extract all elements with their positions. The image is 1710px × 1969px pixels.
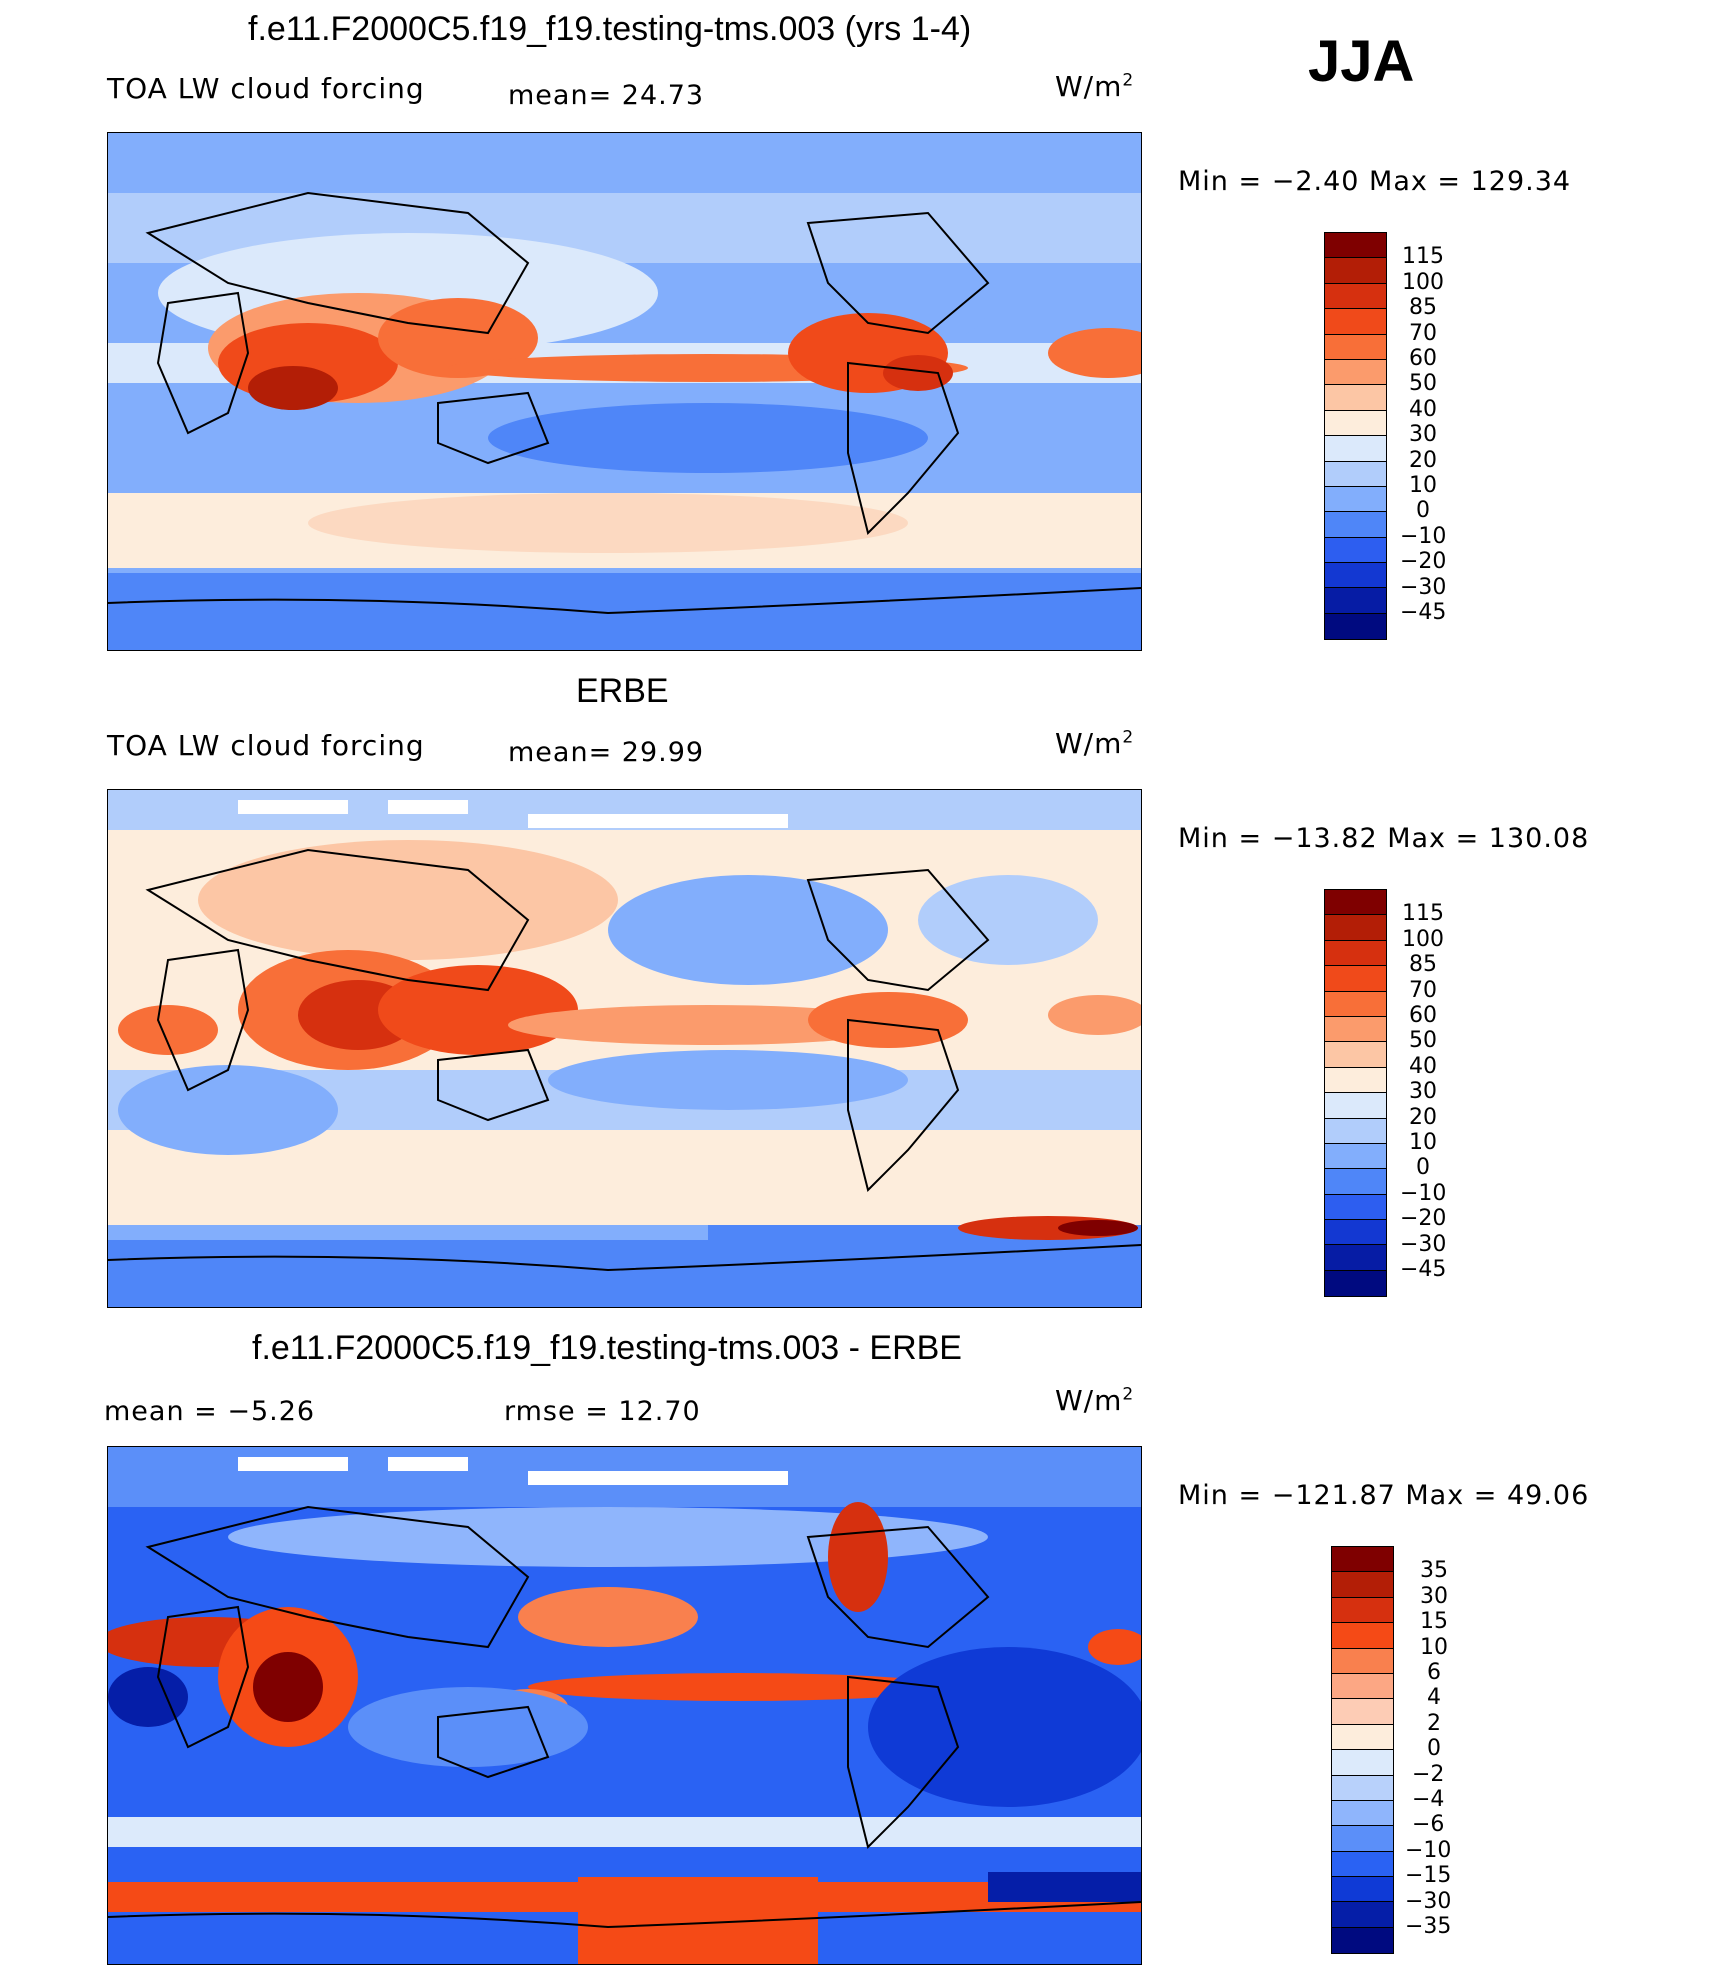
panel2-units: W/m2 bbox=[1055, 727, 1135, 760]
colorbar-tick: −45 bbox=[1400, 600, 1447, 625]
colorbar-tick: 6 bbox=[1427, 1660, 1441, 1685]
panel3-map-svg bbox=[108, 1447, 1141, 1964]
colorbar-tick: 10 bbox=[1409, 473, 1437, 498]
colorbar-tick: 115 bbox=[1402, 901, 1444, 926]
colorbar-tick: 85 bbox=[1409, 952, 1437, 977]
colorbar-tick: −10 bbox=[1405, 1838, 1452, 1863]
panel1-colorbar bbox=[1324, 232, 1387, 640]
colorbar-tick: 115 bbox=[1402, 244, 1444, 269]
colorbar-tick: 60 bbox=[1409, 1003, 1437, 1028]
colorbar-tick: 0 bbox=[1416, 1155, 1430, 1180]
panel2-mean: mean= 29.99 bbox=[508, 737, 705, 768]
panel2-variable-label: TOA LW cloud forcing bbox=[107, 729, 425, 762]
colorbar-tick: −15 bbox=[1405, 1863, 1452, 1888]
colorbar-tick: −35 bbox=[1405, 1914, 1452, 1939]
colorbar-tick: 100 bbox=[1402, 927, 1444, 952]
panel3-map bbox=[107, 1446, 1142, 1965]
panel2-minmax: Min = −13.82 Max = 130.08 bbox=[1178, 823, 1590, 854]
colorbar-tick: −30 bbox=[1400, 1232, 1447, 1257]
panel3-mean: mean = −5.26 bbox=[104, 1396, 316, 1427]
colorbar-tick: −2 bbox=[1412, 1762, 1445, 1787]
panel3-minmax: Min = −121.87 Max = 49.06 bbox=[1178, 1480, 1590, 1511]
colorbar-tick: −30 bbox=[1405, 1889, 1452, 1914]
colorbar-tick: 0 bbox=[1427, 1736, 1441, 1761]
colorbar-tick: 35 bbox=[1420, 1558, 1448, 1583]
colorbar-tick: 70 bbox=[1409, 978, 1437, 1003]
colorbar-tick: 30 bbox=[1409, 1079, 1437, 1104]
colorbar-tick: 20 bbox=[1409, 1105, 1437, 1130]
panel2-colorbar bbox=[1324, 889, 1387, 1297]
panel1-minmax: Min = −2.40 Max = 129.34 bbox=[1178, 166, 1572, 197]
panel2-title: ERBE bbox=[576, 672, 669, 710]
panel2-map-svg bbox=[108, 790, 1141, 1307]
colorbar-tick: 10 bbox=[1420, 1635, 1448, 1660]
panel3-units: W/m2 bbox=[1055, 1384, 1135, 1417]
colorbar-tick: 60 bbox=[1409, 346, 1437, 371]
colorbar-tick: 4 bbox=[1427, 1685, 1441, 1710]
panel3-colorbar bbox=[1331, 1546, 1394, 1954]
panel3-rmse: rmse = 12.70 bbox=[504, 1396, 701, 1427]
panel1-units: W/m2 bbox=[1055, 70, 1135, 103]
colorbar-tick: −45 bbox=[1400, 1257, 1447, 1282]
colorbar-tick: 100 bbox=[1402, 270, 1444, 295]
panel1-variable-label: TOA LW cloud forcing bbox=[107, 72, 425, 105]
colorbar-tick: −30 bbox=[1400, 575, 1447, 600]
colorbar-tick: 40 bbox=[1409, 397, 1437, 422]
panel1-map-svg bbox=[108, 133, 1141, 650]
colorbar-tick: 30 bbox=[1409, 422, 1437, 447]
colorbar-tick: 15 bbox=[1420, 1609, 1448, 1634]
colorbar-tick: −6 bbox=[1412, 1812, 1445, 1837]
colorbar-tick: 30 bbox=[1420, 1584, 1448, 1609]
panel2-map bbox=[107, 789, 1142, 1308]
colorbar-tick: 70 bbox=[1409, 321, 1437, 346]
colorbar-tick: 20 bbox=[1409, 448, 1437, 473]
colorbar-tick: 40 bbox=[1409, 1054, 1437, 1079]
season-label: JJA bbox=[1308, 29, 1415, 94]
panel1-map bbox=[107, 132, 1142, 651]
colorbar-tick: 0 bbox=[1416, 498, 1430, 523]
colorbar-tick: 10 bbox=[1409, 1130, 1437, 1155]
colorbar-tick: −20 bbox=[1400, 549, 1447, 574]
colorbar-tick: 85 bbox=[1409, 295, 1437, 320]
panel3-title: f.e11.F2000C5.f19_f19.testing-tms.003 - … bbox=[252, 1329, 962, 1367]
colorbar-tick: 2 bbox=[1427, 1711, 1441, 1736]
colorbar-tick: −10 bbox=[1400, 1181, 1447, 1206]
colorbar-tick: −20 bbox=[1400, 1206, 1447, 1231]
panel1-title: f.e11.F2000C5.f19_f19.testing-tms.003 (y… bbox=[248, 10, 972, 48]
panel1-mean: mean= 24.73 bbox=[508, 80, 705, 111]
colorbar-tick: −4 bbox=[1412, 1787, 1445, 1812]
colorbar-tick: −10 bbox=[1400, 524, 1447, 549]
colorbar-tick: 50 bbox=[1409, 1028, 1437, 1053]
colorbar-tick: 50 bbox=[1409, 371, 1437, 396]
